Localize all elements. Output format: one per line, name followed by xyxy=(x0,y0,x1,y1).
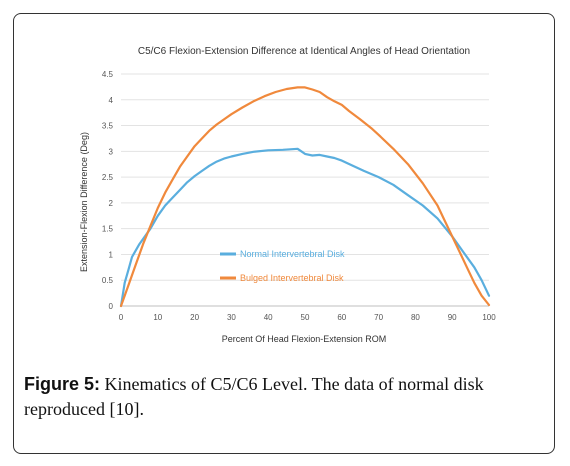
series-lines xyxy=(119,86,491,308)
x-tick-label: 0 xyxy=(119,313,124,322)
x-tick-label: 80 xyxy=(411,313,420,322)
chart-title: C5/C6 Flexion-Extension Difference at Id… xyxy=(138,46,470,57)
y-tick-label: 1 xyxy=(109,250,114,259)
y-tick-label: 4.5 xyxy=(102,70,114,79)
tick-labels: 0 0.5 1 1.5 2 2.5 3 3.5 4 4.5 0 10 20 30 40 50 60 70 80 90 1… xyxy=(102,70,496,322)
y-tick-label: 4 xyxy=(109,96,114,105)
x-tick-label: 10 xyxy=(153,313,162,322)
legend: Normal Intervertebral Disk Bulged Interv… xyxy=(220,249,345,283)
line-chart: 0 0.5 1 1.5 2 2.5 3 3.5 4 4.5 0 10 20 30 40 50 60 70 80 90 1… xyxy=(79,46,496,344)
y-axis-label: Extension-Flexion Difference (Deg) xyxy=(79,132,89,272)
y-tick-label: 1.5 xyxy=(102,225,114,234)
x-tick-label: 50 xyxy=(301,313,310,322)
figure-caption: Figure 5: Kinematics of C5/C6 Level. The… xyxy=(24,372,548,422)
y-tick-label: 2 xyxy=(109,199,114,208)
x-axis-label: Percent Of Head Flexion-Extension ROM xyxy=(222,334,387,344)
y-tick-label: 2.5 xyxy=(102,173,114,182)
y-tick-label: 3 xyxy=(109,147,114,156)
y-tick-label: 3.5 xyxy=(102,122,114,131)
x-tick-label: 40 xyxy=(264,313,273,322)
y-tick-label: 0 xyxy=(109,302,114,311)
gridlines xyxy=(121,73,489,307)
figure-frame xyxy=(13,13,555,454)
legend-label-normal: Normal Intervertebral Disk xyxy=(240,249,345,259)
caption-text: Kinematics of C5/C6 Level. The data of n… xyxy=(24,374,484,419)
x-tick-label: 60 xyxy=(337,313,346,322)
legend-label-bulged: Bulged Intervertebral Disk xyxy=(240,273,344,283)
x-tick-label: 20 xyxy=(190,313,199,322)
caption-label: Figure 5: xyxy=(24,374,101,394)
y-tick-label: 0.5 xyxy=(102,276,114,285)
x-tick-label: 70 xyxy=(374,313,383,322)
x-tick-label: 90 xyxy=(448,313,457,322)
x-tick-label: 30 xyxy=(227,313,236,322)
x-tick-label: 100 xyxy=(482,313,496,322)
series-line-bulged xyxy=(119,86,491,308)
series-line-normal xyxy=(119,147,491,308)
